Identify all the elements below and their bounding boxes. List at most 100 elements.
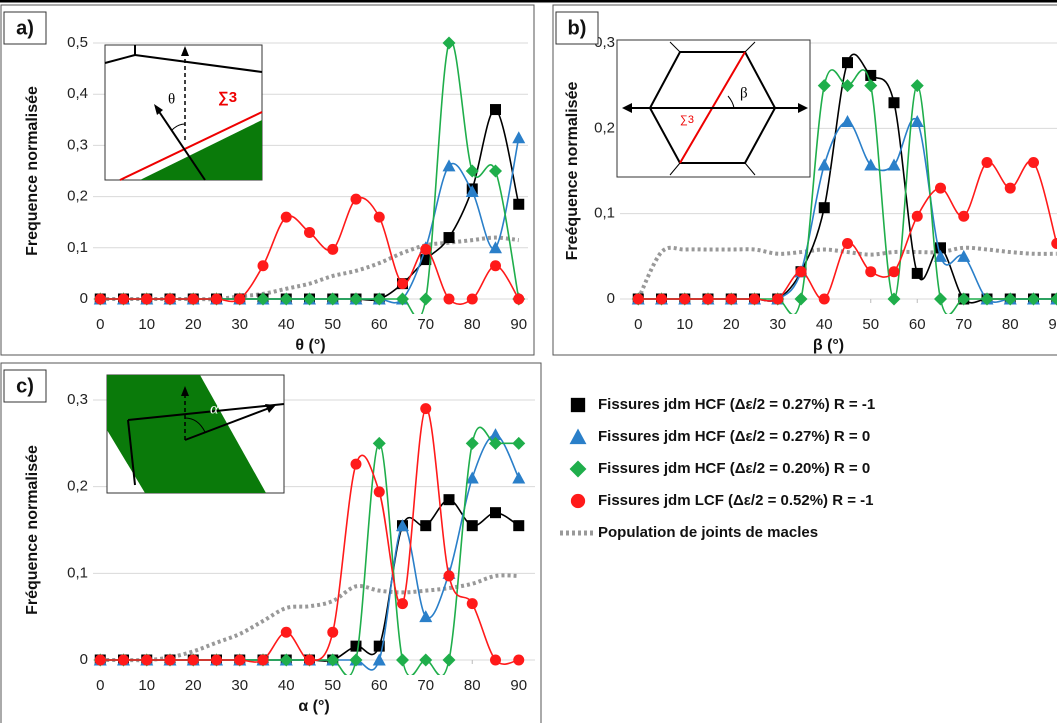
marker: [794, 292, 808, 306]
marker: [164, 654, 176, 666]
marker: [888, 97, 900, 109]
population-line: [636, 245, 1057, 300]
arrow-head: [181, 46, 189, 56]
y-axis-title: Freéquence normalisée: [564, 82, 581, 261]
inset-a: θ ∑3: [104, 44, 263, 181]
marker: [442, 159, 456, 172]
arrow-head: [622, 103, 632, 113]
marker: [257, 654, 269, 666]
marker: [888, 266, 900, 278]
marker: [279, 292, 293, 306]
marker: [1051, 238, 1057, 250]
marker: [864, 158, 878, 171]
marker: [279, 653, 293, 667]
marker: [350, 458, 362, 470]
marker: [679, 293, 691, 305]
x-tick-label: 50: [324, 677, 341, 694]
marker: [373, 486, 385, 498]
panel-frame: [552, 4, 1057, 356]
marker: [303, 292, 316, 306]
marker: [118, 654, 129, 666]
y-tick-label: 0,2: [67, 478, 88, 495]
marker: [934, 249, 947, 262]
x-tick-label: 10: [138, 316, 155, 333]
series-group: [631, 53, 1057, 314]
marker: [512, 436, 526, 450]
legend-swatch: [569, 428, 587, 445]
x-tick-label: 60: [909, 316, 926, 333]
marker: [489, 241, 502, 254]
y-tick-label: 0,1: [67, 564, 88, 581]
angle-arc: [727, 95, 735, 109]
marker: [512, 471, 526, 484]
grain: [107, 375, 266, 493]
x-tick-label: 0: [634, 316, 642, 333]
twin-line: [119, 111, 263, 181]
y-axis-title: Frequence normalisée: [24, 86, 41, 256]
x-tick-label: 70: [417, 677, 434, 694]
x-tick-label: 30: [231, 316, 248, 333]
marker: [656, 293, 667, 305]
x-tick-label: 50: [862, 316, 879, 333]
population-line: [100, 573, 519, 663]
boundary: [127, 419, 136, 486]
marker: [1050, 292, 1057, 306]
marker: [490, 507, 501, 519]
y-tick-label: 0,3: [594, 34, 615, 51]
marker: [935, 182, 946, 194]
marker: [910, 79, 924, 93]
marker: [958, 210, 970, 222]
y-tick-label: 0,3: [67, 391, 88, 408]
x-tick-label: 10: [138, 677, 155, 694]
arrow-head: [154, 104, 163, 115]
marker: [465, 184, 479, 197]
marker: [490, 654, 501, 666]
inset-label: β: [740, 85, 748, 101]
marker: [420, 254, 432, 266]
y-tick-label: 0: [80, 651, 88, 668]
panel-label: c): [16, 375, 34, 397]
x-axis-title: β (°): [813, 337, 844, 354]
series-group: [93, 36, 526, 314]
marker: [957, 249, 971, 262]
marker: [94, 654, 106, 666]
marker: [304, 226, 315, 238]
marker: [842, 238, 853, 250]
marker: [350, 640, 362, 652]
marker: [465, 436, 479, 450]
marker: [465, 471, 479, 484]
panel-label-box: [3, 369, 47, 403]
panel-frames: [0, 4, 1057, 723]
marker: [327, 626, 339, 638]
arrow-head: [265, 404, 276, 413]
inset-b: β ∑3: [616, 39, 811, 178]
panel-label-box: [555, 11, 599, 45]
marker: [397, 598, 408, 610]
legend-swatch: [569, 460, 587, 478]
marker: [489, 428, 502, 441]
y-tick-label: 0,1: [67, 239, 88, 256]
x-axis-title: α (°): [298, 698, 329, 715]
marker: [887, 158, 901, 171]
marker: [443, 293, 455, 305]
marker: [489, 436, 502, 450]
marker: [420, 403, 432, 415]
inset-label: θ: [168, 91, 175, 107]
marker: [164, 293, 176, 305]
series-line: [638, 160, 1057, 302]
marker: [632, 293, 644, 305]
x-tick-label: 30: [769, 316, 786, 333]
x-tick-label: 70: [955, 316, 972, 333]
y-tick-label: 0: [80, 290, 88, 307]
angle-arc: [171, 123, 186, 131]
series-group: [93, 403, 526, 675]
x-tick-label: 10: [676, 316, 693, 333]
marker: [935, 242, 946, 254]
marker: [257, 260, 269, 272]
legend-label: Fissures jdm HCF (Δε/2 = 0.27%) R = -1: [598, 396, 875, 413]
marker: [981, 156, 993, 168]
series-line: [100, 407, 519, 665]
marker: [326, 653, 340, 667]
inset-label: ∑3: [218, 89, 237, 106]
